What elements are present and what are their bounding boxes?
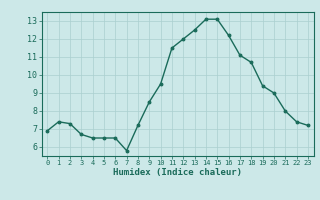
- X-axis label: Humidex (Indice chaleur): Humidex (Indice chaleur): [113, 168, 242, 177]
